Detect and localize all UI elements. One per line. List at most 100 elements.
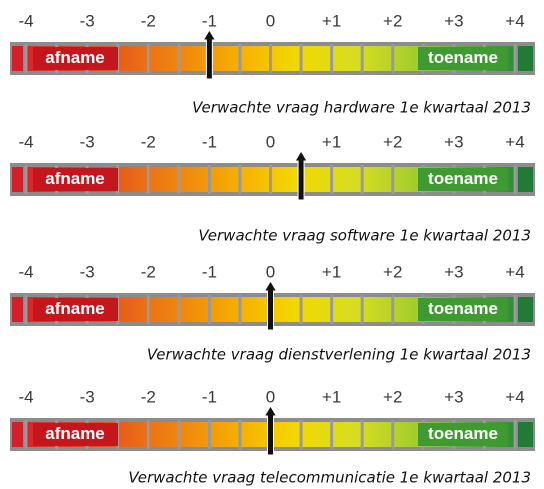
tick-label: 0 — [266, 387, 275, 406]
tick-label: -3 — [80, 262, 95, 281]
right-label: toename — [428, 424, 498, 443]
arrow — [294, 150, 308, 201]
tick-label: -1 — [202, 387, 217, 406]
divider — [238, 44, 242, 73]
divider — [360, 295, 364, 324]
red-cap — [12, 167, 23, 192]
tick-label: +3 — [444, 132, 463, 151]
tick-label: +4 — [505, 387, 524, 406]
divider — [24, 295, 28, 324]
divider — [330, 165, 334, 194]
tick-label: +3 — [444, 387, 463, 406]
tick-label: +1 — [322, 132, 341, 151]
tick-label: +1 — [322, 387, 341, 406]
divider — [207, 420, 211, 449]
divider — [513, 295, 517, 324]
divider — [146, 420, 150, 449]
divider — [177, 165, 181, 194]
red-cap — [12, 297, 23, 322]
divider — [146, 295, 150, 324]
left-label-box — [33, 168, 118, 191]
divider — [360, 420, 364, 449]
green-cap — [518, 46, 533, 71]
divider — [238, 420, 242, 449]
tick-label: +2 — [383, 262, 402, 281]
green-cap — [518, 297, 533, 322]
divider — [391, 420, 395, 449]
arrow — [263, 280, 278, 331]
divider — [177, 295, 181, 324]
divider — [391, 295, 395, 324]
tick-label: -4 — [18, 262, 33, 281]
divider — [269, 44, 272, 73]
divider — [238, 165, 242, 194]
right-label-box — [418, 423, 508, 446]
right-label-box — [418, 47, 508, 70]
tick-label: 0 — [266, 132, 275, 151]
divider — [391, 165, 395, 194]
tick-label: -1 — [202, 262, 217, 281]
divider — [146, 165, 150, 194]
divider — [207, 165, 211, 194]
tick-label: -1 — [202, 132, 217, 151]
divider — [24, 165, 28, 194]
divider — [513, 165, 517, 194]
left-label: afname — [45, 48, 105, 67]
tick-label: -1 — [202, 11, 217, 30]
tick-label: +3 — [444, 11, 463, 30]
tick-label: +4 — [505, 262, 524, 281]
divider — [360, 44, 364, 73]
divider — [177, 420, 181, 449]
divider — [330, 44, 334, 73]
divider — [146, 44, 150, 73]
left-label-box — [33, 298, 118, 321]
divider — [360, 165, 364, 194]
tick-label: -2 — [141, 132, 156, 151]
divider — [330, 295, 334, 324]
divider — [391, 44, 395, 73]
tick-label: +4 — [505, 132, 524, 151]
tick-label: -4 — [18, 11, 33, 30]
red-cap — [12, 46, 23, 71]
divider — [513, 44, 517, 73]
divider — [269, 165, 272, 194]
divider — [207, 295, 211, 324]
tick-label: -3 — [80, 132, 95, 151]
divider — [299, 295, 303, 324]
divider — [24, 420, 28, 449]
divider — [299, 420, 303, 449]
caption: Verwachte vraag dienstverlening 1e kwart… — [147, 346, 531, 364]
tick-label: +3 — [444, 262, 463, 281]
divider — [238, 295, 242, 324]
left-label: afname — [45, 169, 105, 188]
tick-label: +1 — [322, 262, 341, 281]
tick-label: +2 — [383, 387, 402, 406]
caption: Verwachte vraag hardware 1e kwartaal 201… — [192, 99, 531, 117]
left-label-box — [33, 423, 118, 446]
divider — [177, 44, 181, 73]
left-label: afname — [45, 424, 105, 443]
right-label: toename — [428, 169, 498, 188]
tick-label: -3 — [80, 387, 95, 406]
divider — [24, 44, 28, 73]
green-cap — [518, 422, 533, 447]
tick-label: -2 — [141, 11, 156, 30]
green-cap — [518, 167, 533, 192]
caption: Verwachte vraag telecommunicatie 1e kwar… — [128, 469, 531, 487]
tick-label: +2 — [383, 11, 402, 30]
tick-label: +2 — [383, 132, 402, 151]
right-label-box — [418, 298, 508, 321]
divider — [299, 44, 303, 73]
divider — [513, 420, 517, 449]
caption: Verwachte vraag software 1e kwartaal 201… — [198, 227, 531, 245]
red-cap — [12, 422, 23, 447]
left-label-box — [33, 47, 118, 70]
tick-label: 0 — [266, 11, 275, 30]
arrow — [202, 29, 217, 80]
divider — [330, 420, 334, 449]
right-label-box — [418, 168, 508, 191]
tick-label: 0 — [266, 262, 275, 281]
tick-label: -2 — [141, 387, 156, 406]
tick-label: -4 — [18, 132, 33, 151]
